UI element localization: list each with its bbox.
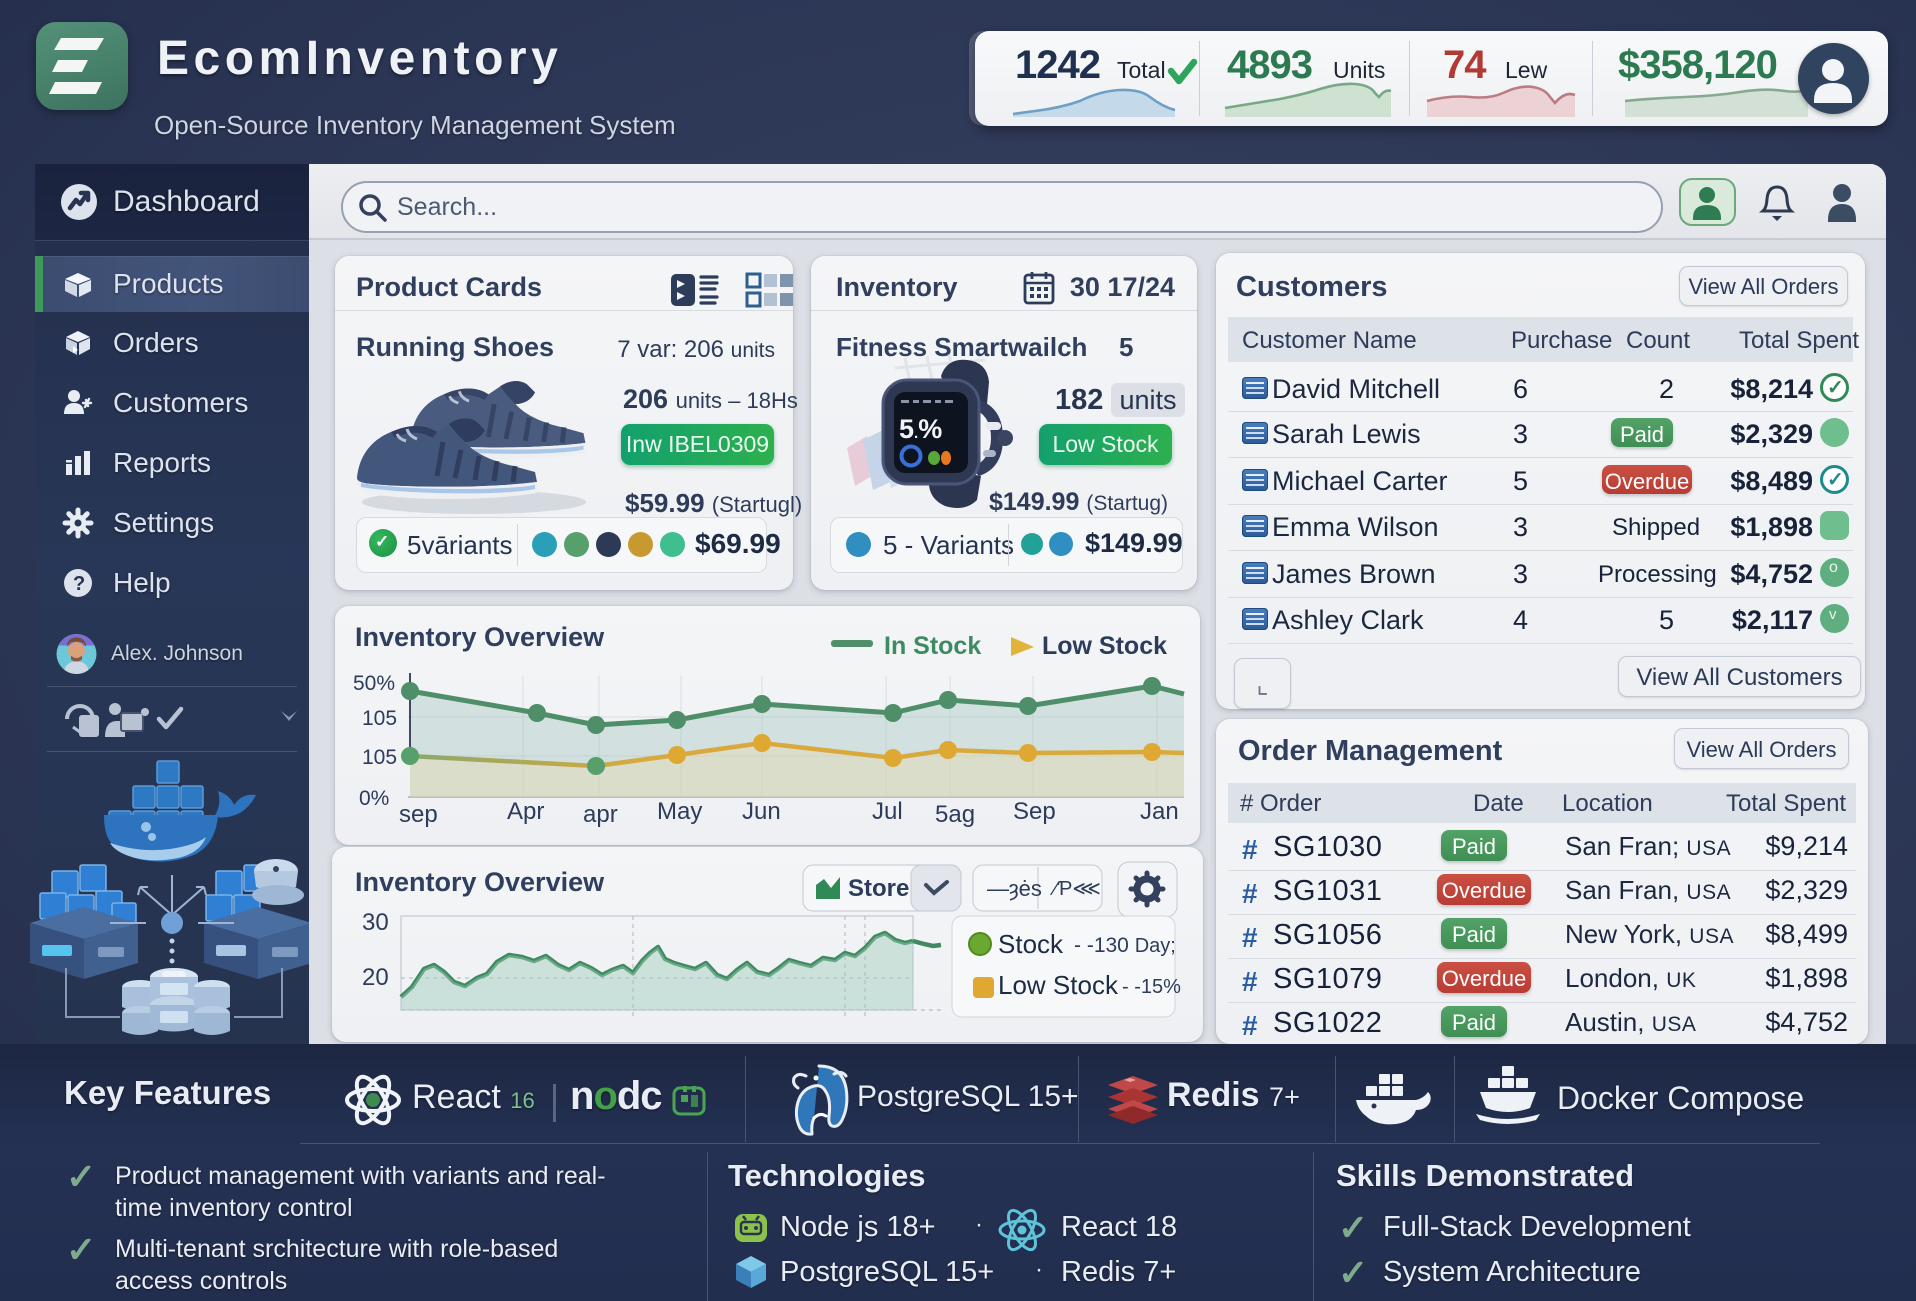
svg-text:Jan: Jan bbox=[1140, 798, 1179, 825]
svg-text:Apr: Apr bbox=[507, 798, 544, 825]
svg-text:- -130 Day;: - -130 Day; bbox=[1074, 934, 1176, 957]
svg-text:0%: 0% bbox=[359, 787, 389, 810]
svg-text:Jun: Jun bbox=[742, 798, 781, 825]
svg-text:?: ? bbox=[73, 573, 85, 595]
svg-text:Low Stock: Low Stock bbox=[998, 970, 1119, 1000]
svg-text:50%: 50% bbox=[353, 672, 395, 695]
svg-text:20: 20 bbox=[362, 964, 389, 991]
svg-text:105: 105 bbox=[362, 746, 397, 769]
svg-text:Jul: Jul bbox=[872, 798, 903, 825]
svg-text:Low Stock: Low Stock bbox=[1042, 632, 1167, 660]
svg-text:apr: apr bbox=[583, 801, 618, 828]
svg-text:sep: sep bbox=[399, 801, 438, 828]
svg-text:5ag: 5ag bbox=[935, 801, 975, 828]
svg-text:—ȝės: —ȝės bbox=[987, 876, 1042, 901]
svg-text:105: 105 bbox=[362, 707, 397, 730]
svg-text:Store: Store bbox=[848, 875, 909, 902]
svg-text:∕Ƥ⋘: ∕Ƥ⋘ bbox=[1049, 878, 1101, 900]
svg-text:5.%: 5.% bbox=[899, 414, 942, 444]
svg-text:May: May bbox=[657, 798, 702, 825]
svg-text:Sep: Sep bbox=[1013, 798, 1056, 825]
svg-text:30: 30 bbox=[362, 909, 389, 936]
svg-text:In Stock: In Stock bbox=[884, 632, 981, 660]
svg-text:- -15%: - -15% bbox=[1122, 976, 1181, 998]
svg-text:Stock: Stock bbox=[998, 929, 1064, 959]
